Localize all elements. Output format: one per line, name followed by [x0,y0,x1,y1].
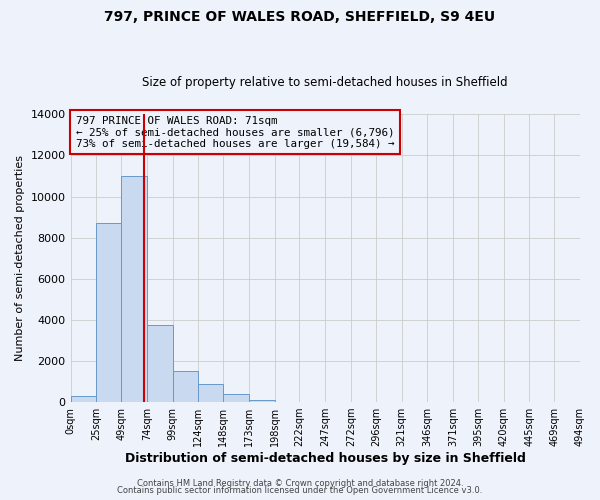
X-axis label: Distribution of semi-detached houses by size in Sheffield: Distribution of semi-detached houses by … [125,452,526,465]
Bar [97,223,121,402]
Bar [199,384,223,402]
Bar [249,400,275,402]
Text: 797 PRINCE OF WALES ROAD: 71sqm
← 25% of semi-detached houses are smaller (6,796: 797 PRINCE OF WALES ROAD: 71sqm ← 25% of… [76,116,394,149]
Text: 797, PRINCE OF WALES ROAD, SHEFFIELD, S9 4EU: 797, PRINCE OF WALES ROAD, SHEFFIELD, S9… [104,10,496,24]
Bar [223,394,249,402]
Y-axis label: Number of semi-detached properties: Number of semi-detached properties [15,155,25,361]
Title: Size of property relative to semi-detached houses in Sheffield: Size of property relative to semi-detach… [142,76,508,90]
Text: Contains HM Land Registry data © Crown copyright and database right 2024.: Contains HM Land Registry data © Crown c… [137,478,463,488]
Bar [71,396,97,402]
Bar [121,176,147,402]
Bar [147,325,173,402]
Bar [173,371,199,402]
Text: Contains public sector information licensed under the Open Government Licence v3: Contains public sector information licen… [118,486,482,495]
